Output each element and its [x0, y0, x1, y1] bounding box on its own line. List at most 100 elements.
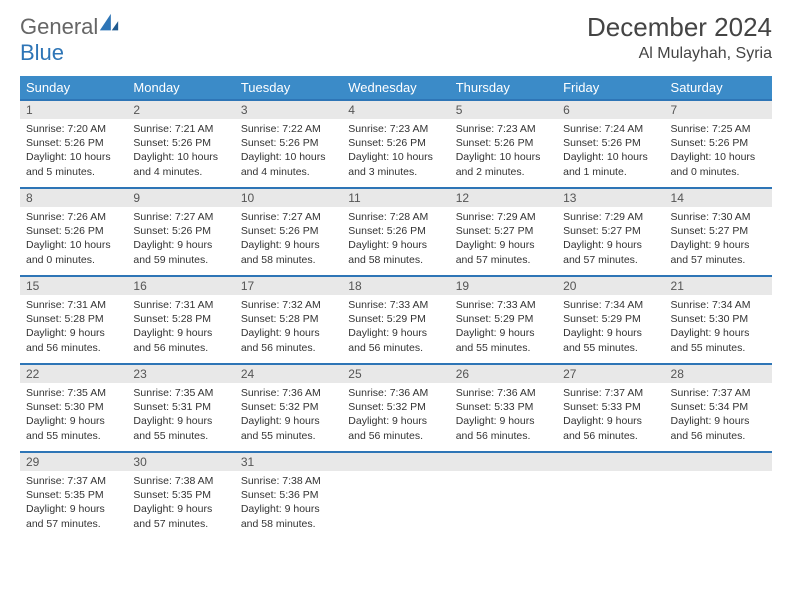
day-body: Sunrise: 7:33 AMSunset: 5:29 PMDaylight:…: [450, 295, 557, 359]
calendar-day: 28Sunrise: 7:37 AMSunset: 5:34 PMDayligh…: [665, 363, 772, 451]
day-body: Sunrise: 7:31 AMSunset: 5:28 PMDaylight:…: [127, 295, 234, 359]
brand-part1: General: [20, 14, 98, 39]
day-number: 2: [127, 99, 234, 119]
calendar-table: SundayMondayTuesdayWednesdayThursdayFrid…: [20, 76, 772, 539]
day-number: 19: [450, 275, 557, 295]
day-number: 30: [127, 451, 234, 471]
calendar-day: 26Sunrise: 7:36 AMSunset: 5:33 PMDayligh…: [450, 363, 557, 451]
day-number: [450, 451, 557, 471]
calendar-day: 20Sunrise: 7:34 AMSunset: 5:29 PMDayligh…: [557, 275, 664, 363]
weekday-row: SundayMondayTuesdayWednesdayThursdayFrid…: [20, 76, 772, 99]
title-block: December 2024 Al Mulayhah, Syria: [587, 12, 772, 63]
day-number: 12: [450, 187, 557, 207]
calendar-day: 29Sunrise: 7:37 AMSunset: 5:35 PMDayligh…: [20, 451, 127, 539]
calendar-day: 30Sunrise: 7:38 AMSunset: 5:35 PMDayligh…: [127, 451, 234, 539]
calendar-day: 25Sunrise: 7:36 AMSunset: 5:32 PMDayligh…: [342, 363, 449, 451]
day-number: 20: [557, 275, 664, 295]
calendar-week: 8Sunrise: 7:26 AMSunset: 5:26 PMDaylight…: [20, 187, 772, 275]
day-body: Sunrise: 7:27 AMSunset: 5:26 PMDaylight:…: [127, 207, 234, 271]
day-number: 29: [20, 451, 127, 471]
day-number: 28: [665, 363, 772, 383]
weekday-header: Saturday: [665, 76, 772, 99]
calendar-day: 31Sunrise: 7:38 AMSunset: 5:36 PMDayligh…: [235, 451, 342, 539]
day-number: 25: [342, 363, 449, 383]
calendar-body: 1Sunrise: 7:20 AMSunset: 5:26 PMDaylight…: [20, 99, 772, 539]
calendar-day: 5Sunrise: 7:23 AMSunset: 5:26 PMDaylight…: [450, 99, 557, 187]
calendar-day: 10Sunrise: 7:27 AMSunset: 5:26 PMDayligh…: [235, 187, 342, 275]
day-number: 18: [342, 275, 449, 295]
day-body: [450, 471, 557, 478]
day-number: 11: [342, 187, 449, 207]
day-number: 16: [127, 275, 234, 295]
calendar-day: 7Sunrise: 7:25 AMSunset: 5:26 PMDaylight…: [665, 99, 772, 187]
day-body: [665, 471, 772, 478]
day-body: Sunrise: 7:34 AMSunset: 5:29 PMDaylight:…: [557, 295, 664, 359]
day-number: 27: [557, 363, 664, 383]
calendar-day: 15Sunrise: 7:31 AMSunset: 5:28 PMDayligh…: [20, 275, 127, 363]
day-number: [557, 451, 664, 471]
day-body: Sunrise: 7:20 AMSunset: 5:26 PMDaylight:…: [20, 119, 127, 183]
weekday-header: Friday: [557, 76, 664, 99]
month-title: December 2024: [587, 12, 772, 43]
calendar-day: 14Sunrise: 7:30 AMSunset: 5:27 PMDayligh…: [665, 187, 772, 275]
day-body: Sunrise: 7:23 AMSunset: 5:26 PMDaylight:…: [450, 119, 557, 183]
calendar-day: 23Sunrise: 7:35 AMSunset: 5:31 PMDayligh…: [127, 363, 234, 451]
weekday-header: Tuesday: [235, 76, 342, 99]
day-number: 22: [20, 363, 127, 383]
day-number: 13: [557, 187, 664, 207]
calendar-day: 2Sunrise: 7:21 AMSunset: 5:26 PMDaylight…: [127, 99, 234, 187]
day-body: Sunrise: 7:37 AMSunset: 5:34 PMDaylight:…: [665, 383, 772, 447]
calendar-week: 15Sunrise: 7:31 AMSunset: 5:28 PMDayligh…: [20, 275, 772, 363]
day-number: 14: [665, 187, 772, 207]
day-body: Sunrise: 7:37 AMSunset: 5:33 PMDaylight:…: [557, 383, 664, 447]
day-body: Sunrise: 7:37 AMSunset: 5:35 PMDaylight:…: [20, 471, 127, 535]
day-body: Sunrise: 7:22 AMSunset: 5:26 PMDaylight:…: [235, 119, 342, 183]
day-number: 6: [557, 99, 664, 119]
calendar-head: SundayMondayTuesdayWednesdayThursdayFrid…: [20, 76, 772, 99]
weekday-header: Thursday: [450, 76, 557, 99]
day-number: 21: [665, 275, 772, 295]
day-body: [557, 471, 664, 478]
day-number: 4: [342, 99, 449, 119]
calendar-day: 22Sunrise: 7:35 AMSunset: 5:30 PMDayligh…: [20, 363, 127, 451]
page-header: General Blue December 2024 Al Mulayhah, …: [20, 12, 772, 66]
calendar-day: 13Sunrise: 7:29 AMSunset: 5:27 PMDayligh…: [557, 187, 664, 275]
day-body: Sunrise: 7:26 AMSunset: 5:26 PMDaylight:…: [20, 207, 127, 271]
weekday-header: Monday: [127, 76, 234, 99]
calendar-day: 24Sunrise: 7:36 AMSunset: 5:32 PMDayligh…: [235, 363, 342, 451]
calendar-week: 1Sunrise: 7:20 AMSunset: 5:26 PMDaylight…: [20, 99, 772, 187]
calendar-day: 4Sunrise: 7:23 AMSunset: 5:26 PMDaylight…: [342, 99, 449, 187]
day-body: Sunrise: 7:25 AMSunset: 5:26 PMDaylight:…: [665, 119, 772, 183]
day-number: 23: [127, 363, 234, 383]
brand-text: General Blue: [20, 12, 120, 66]
day-body: Sunrise: 7:33 AMSunset: 5:29 PMDaylight:…: [342, 295, 449, 359]
day-number: 15: [20, 275, 127, 295]
day-number: 5: [450, 99, 557, 119]
day-body: Sunrise: 7:35 AMSunset: 5:31 PMDaylight:…: [127, 383, 234, 447]
day-body: Sunrise: 7:38 AMSunset: 5:35 PMDaylight:…: [127, 471, 234, 535]
calendar-day: [342, 451, 449, 539]
day-body: Sunrise: 7:29 AMSunset: 5:27 PMDaylight:…: [557, 207, 664, 271]
calendar-day: 19Sunrise: 7:33 AMSunset: 5:29 PMDayligh…: [450, 275, 557, 363]
day-body: Sunrise: 7:30 AMSunset: 5:27 PMDaylight:…: [665, 207, 772, 271]
day-body: Sunrise: 7:29 AMSunset: 5:27 PMDaylight:…: [450, 207, 557, 271]
day-body: Sunrise: 7:23 AMSunset: 5:26 PMDaylight:…: [342, 119, 449, 183]
day-body: Sunrise: 7:36 AMSunset: 5:33 PMDaylight:…: [450, 383, 557, 447]
weekday-header: Wednesday: [342, 76, 449, 99]
brand-part2: Blue: [20, 40, 64, 65]
brand-logo: General Blue: [20, 12, 120, 66]
day-number: 9: [127, 187, 234, 207]
day-body: Sunrise: 7:28 AMSunset: 5:26 PMDaylight:…: [342, 207, 449, 271]
day-body: Sunrise: 7:38 AMSunset: 5:36 PMDaylight:…: [235, 471, 342, 535]
day-body: Sunrise: 7:36 AMSunset: 5:32 PMDaylight:…: [342, 383, 449, 447]
day-number: 10: [235, 187, 342, 207]
day-number: 31: [235, 451, 342, 471]
day-number: 8: [20, 187, 127, 207]
weekday-header: Sunday: [20, 76, 127, 99]
day-body: Sunrise: 7:34 AMSunset: 5:30 PMDaylight:…: [665, 295, 772, 359]
day-number: 1: [20, 99, 127, 119]
day-body: [342, 471, 449, 478]
day-number: 7: [665, 99, 772, 119]
calendar-day: [450, 451, 557, 539]
day-body: Sunrise: 7:32 AMSunset: 5:28 PMDaylight:…: [235, 295, 342, 359]
